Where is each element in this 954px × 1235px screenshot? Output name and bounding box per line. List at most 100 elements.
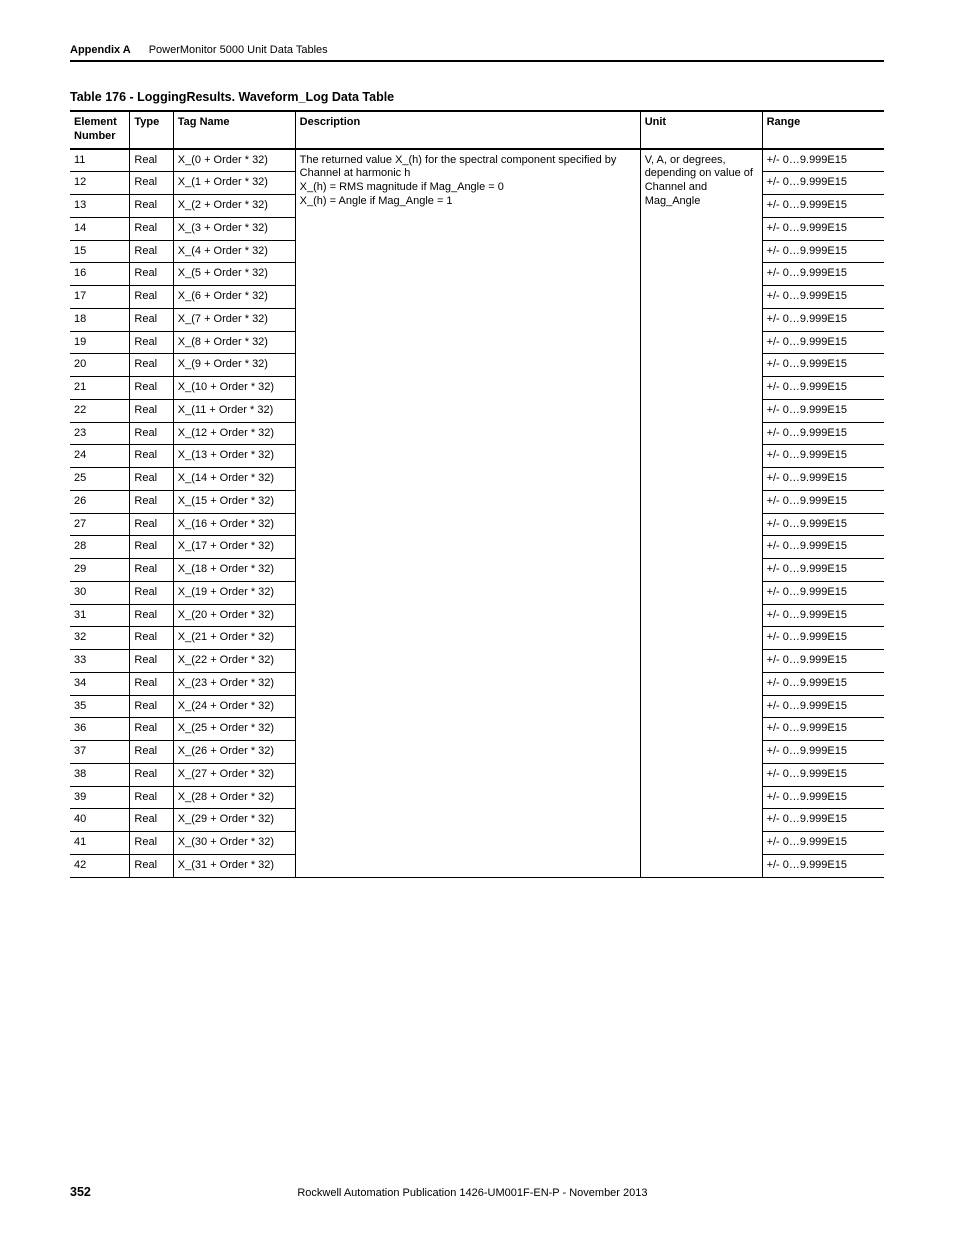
col-description: Description [295,111,640,149]
cell-tag-name: X_(24 + Order * 32) [173,695,295,718]
cell-element-number: 17 [70,286,130,309]
cell-unit: V, A, or degrees, depending on value of … [640,149,762,878]
cell-tag-name: X_(13 + Order * 32) [173,445,295,468]
page-number: 352 [70,1185,91,1199]
cell-tag-name: X_(31 + Order * 32) [173,854,295,877]
cell-type: Real [130,604,173,627]
cell-element-number: 39 [70,786,130,809]
cell-element-number: 31 [70,604,130,627]
col-range: Range [762,111,884,149]
cell-type: Real [130,263,173,286]
cell-type: Real [130,286,173,309]
cell-element-number: 25 [70,468,130,491]
cell-type: Real [130,718,173,741]
cell-element-number: 36 [70,718,130,741]
cell-tag-name: X_(30 + Order * 32) [173,832,295,855]
cell-element-number: 20 [70,354,130,377]
cell-range: +/- 0…9.999E15 [762,217,884,240]
cell-tag-name: X_(8 + Order * 32) [173,331,295,354]
cell-type: Real [130,513,173,536]
cell-element-number: 34 [70,672,130,695]
cell-element-number: 11 [70,149,130,172]
cell-range: +/- 0…9.999E15 [762,763,884,786]
cell-element-number: 26 [70,490,130,513]
cell-tag-name: X_(20 + Order * 32) [173,604,295,627]
cell-type: Real [130,354,173,377]
cell-element-number: 16 [70,263,130,286]
cell-tag-name: X_(21 + Order * 32) [173,627,295,650]
cell-range: +/- 0…9.999E15 [762,786,884,809]
cell-type: Real [130,490,173,513]
cell-tag-name: X_(1 + Order * 32) [173,172,295,195]
cell-type: Real [130,672,173,695]
cell-range: +/- 0…9.999E15 [762,149,884,172]
cell-type: Real [130,627,173,650]
cell-type: Real [130,809,173,832]
cell-element-number: 21 [70,377,130,400]
cell-range: +/- 0…9.999E15 [762,809,884,832]
cell-tag-name: X_(11 + Order * 32) [173,399,295,422]
cell-element-number: 23 [70,422,130,445]
cell-type: Real [130,650,173,673]
cell-tag-name: X_(9 + Order * 32) [173,354,295,377]
cell-element-number: 29 [70,559,130,582]
cell-type: Real [130,399,173,422]
cell-range: +/- 0…9.999E15 [762,240,884,263]
cell-range: +/- 0…9.999E15 [762,172,884,195]
cell-type: Real [130,149,173,172]
cell-tag-name: X_(6 + Order * 32) [173,286,295,309]
table-body: 11RealX_(0 + Order * 32)The returned val… [70,149,884,878]
cell-type: Real [130,172,173,195]
cell-tag-name: X_(29 + Order * 32) [173,809,295,832]
cell-range: +/- 0…9.999E15 [762,331,884,354]
cell-element-number: 40 [70,809,130,832]
cell-element-number: 22 [70,399,130,422]
cell-type: Real [130,445,173,468]
running-head: Appendix A PowerMonitor 5000 Unit Data T… [70,44,884,56]
table-caption: Table 176 - LoggingResults. Waveform_Log… [70,90,884,104]
cell-tag-name: X_(16 + Order * 32) [173,513,295,536]
cell-tag-name: X_(4 + Order * 32) [173,240,295,263]
cell-type: Real [130,832,173,855]
cell-range: +/- 0…9.999E15 [762,718,884,741]
cell-element-number: 15 [70,240,130,263]
cell-tag-name: X_(27 + Order * 32) [173,763,295,786]
cell-range: +/- 0…9.999E15 [762,650,884,673]
cell-range: +/- 0…9.999E15 [762,263,884,286]
cell-range: +/- 0…9.999E15 [762,604,884,627]
cell-range: +/- 0…9.999E15 [762,695,884,718]
cell-range: +/- 0…9.999E15 [762,422,884,445]
cell-element-number: 24 [70,445,130,468]
cell-element-number: 27 [70,513,130,536]
cell-range: +/- 0…9.999E15 [762,536,884,559]
cell-element-number: 35 [70,695,130,718]
cell-type: Real [130,331,173,354]
cell-element-number: 12 [70,172,130,195]
cell-element-number: 41 [70,832,130,855]
header-rule [70,60,884,62]
cell-range: +/- 0…9.999E15 [762,195,884,218]
appendix-label: Appendix A [70,44,131,56]
cell-tag-name: X_(5 + Order * 32) [173,263,295,286]
table-row: 11RealX_(0 + Order * 32)The returned val… [70,149,884,172]
cell-type: Real [130,240,173,263]
cell-range: +/- 0…9.999E15 [762,832,884,855]
cell-type: Real [130,741,173,764]
cell-range: +/- 0…9.999E15 [762,854,884,877]
cell-type: Real [130,559,173,582]
cell-range: +/- 0…9.999E15 [762,286,884,309]
cell-tag-name: X_(0 + Order * 32) [173,149,295,172]
cell-type: Real [130,581,173,604]
cell-range: +/- 0…9.999E15 [762,513,884,536]
cell-tag-name: X_(7 + Order * 32) [173,308,295,331]
cell-tag-name: X_(12 + Order * 32) [173,422,295,445]
cell-type: Real [130,422,173,445]
cell-type: Real [130,195,173,218]
cell-type: Real [130,217,173,240]
cell-range: +/- 0…9.999E15 [762,377,884,400]
cell-type: Real [130,536,173,559]
cell-element-number: 42 [70,854,130,877]
cell-range: +/- 0…9.999E15 [762,490,884,513]
cell-range: +/- 0…9.999E15 [762,581,884,604]
cell-range: +/- 0…9.999E15 [762,399,884,422]
